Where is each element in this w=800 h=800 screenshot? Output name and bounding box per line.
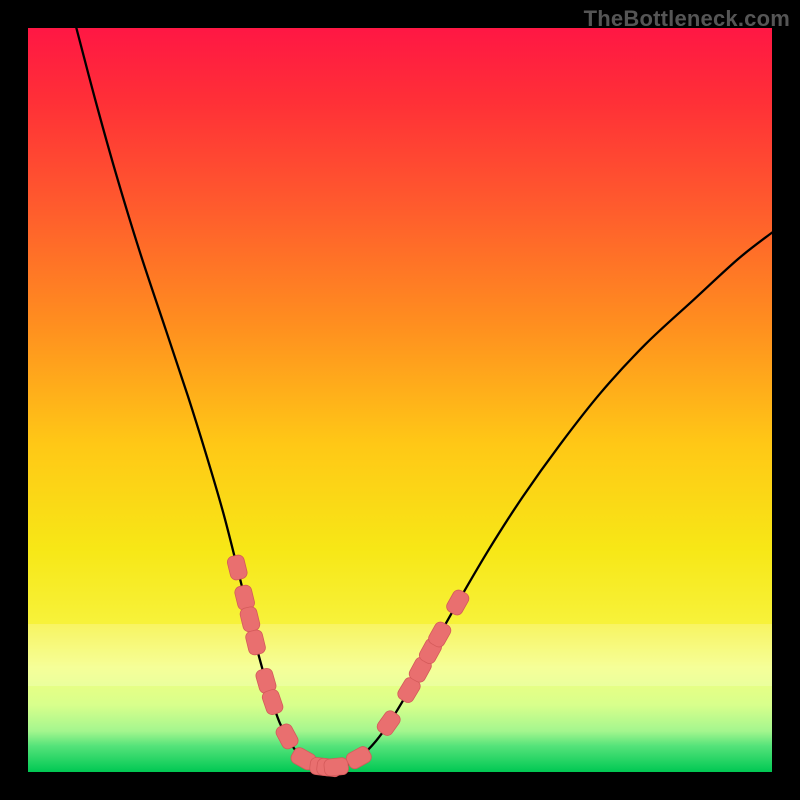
chart-root: TheBottleneck.com: [0, 0, 800, 800]
chart-svg: [0, 0, 800, 800]
watermark-text: TheBottleneck.com: [584, 6, 790, 32]
curve-marker: [323, 757, 349, 776]
pale-band: [28, 624, 772, 686]
